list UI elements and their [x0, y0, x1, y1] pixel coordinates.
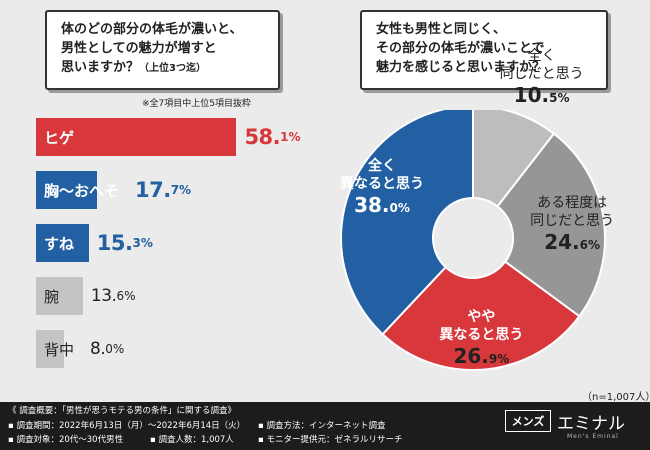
- footer-method: ▪ 調査方法：インターネット調査: [258, 421, 386, 431]
- donut-slice-category: 異なると思う: [339, 176, 424, 193]
- donut-slice-category: 全く: [527, 47, 556, 64]
- donut-slice-category: 同じだと思う: [499, 65, 584, 82]
- donut-slice-category: 同じだと思う: [530, 212, 615, 229]
- donut-slice-label: ある程度は 同じだと思う 24.6%: [530, 194, 614, 257]
- donut-chart: [340, 110, 606, 371]
- right-question-line-1: 女性も男性と同じく、: [376, 22, 507, 37]
- sample-size-note: （n=1,007人）: [582, 392, 650, 403]
- donut-slice-label: 全く 同じだと思う 10.5%: [500, 47, 584, 110]
- donut-value-decimal: 6%: [579, 237, 601, 252]
- donut-slice-value: 24.6%: [530, 230, 614, 257]
- footer: 《 調査概要：「男性が思うモテる男の条件」に関する調査》 ▪ 調査期間：2022…: [0, 402, 650, 450]
- right-question-line-3: 魅力を感じると思いますか？: [376, 60, 546, 75]
- bar-value-decimal: 3%: [132, 236, 153, 250]
- donut-value-number: 26.: [453, 344, 489, 369]
- footer-provider: ▪ モニター提供元：ゼネラルリサーチ: [258, 435, 403, 445]
- bar-value-number: 8.: [90, 339, 106, 359]
- donut-slice: [340, 110, 474, 336]
- bar-category-label: 腕: [44, 287, 60, 306]
- left-question-line-3-main: 思いますか？: [61, 60, 140, 75]
- bar: 胸～おへそ: [36, 171, 119, 209]
- bar-category-label: すね: [44, 234, 75, 253]
- donut-value-number: 24.: [544, 229, 580, 254]
- donut-slice-category: ある程度は: [537, 194, 608, 211]
- bar: すね: [36, 224, 89, 262]
- bar-value-number: 17.: [135, 178, 171, 202]
- bar-value-label: 13. 6%: [91, 277, 136, 315]
- donut-slice-value: 26.9%: [439, 344, 523, 371]
- donut-value-number: 38.: [354, 193, 390, 218]
- bar-value-decimal: 1%: [280, 130, 301, 144]
- donut-slice-category: 異なると思う: [439, 327, 524, 344]
- bar: ヒゲ: [36, 118, 237, 156]
- bar-category-label: 胸～おへそ: [44, 181, 120, 200]
- bar: 腕: [36, 277, 83, 315]
- right-question-box: 女性も男性と同じく、 その部分の体毛が濃いことで 魅力を感じると思いますか？: [360, 10, 608, 90]
- bar-value-decimal: 7%: [170, 183, 192, 197]
- bar-value-decimal: 0%: [105, 342, 125, 356]
- donut-slice-label: 全く 異なると思う 38.0%: [340, 157, 424, 220]
- left-question-line-2: 男性としての魅力が増すと: [61, 41, 217, 56]
- footer-period: ▪ 調査期間：2022年6月13日（月）～2022年6月14日（火）: [8, 421, 246, 431]
- logo-box-text: メンズ: [505, 410, 551, 432]
- donut-slice-value: 38.0%: [340, 193, 424, 220]
- bar: 背中: [36, 330, 74, 368]
- bar-value-label: 15. 3%: [97, 224, 153, 262]
- bar-value-number: 13.: [90, 286, 117, 306]
- bar-value-label: 8. 0%: [90, 330, 124, 368]
- donut-slice: [381, 260, 581, 371]
- infographic: 体のどの部分の体毛が濃いと、 男性としての魅力が増すと 思いますか？（上位3つ迄…: [36, 10, 650, 403]
- donut-slice-label: やや 異なると思う 26.9%: [439, 308, 523, 371]
- logo-sub-text: Men's Eminal: [567, 433, 619, 440]
- bar-value-label: 58. 1%: [244, 118, 300, 156]
- donut-slice-category: やや: [467, 309, 496, 326]
- bar-value-number: 58.: [244, 125, 281, 149]
- donut-slice-category: 全く: [367, 158, 396, 175]
- donut-value-decimal: 9%: [488, 352, 510, 367]
- donut-value-decimal: 0%: [389, 201, 410, 216]
- left-question-line-1: 体のどの部分の体毛が濃いと、: [61, 22, 243, 37]
- left-question-box: 体のどの部分の体毛が濃いと、 男性としての魅力が増すと 思いますか？（上位3つ迄…: [45, 10, 280, 90]
- bar-value-label: 17. 7%: [135, 171, 191, 209]
- donut-value-number: 10.: [513, 82, 550, 107]
- bar-value-decimal: 6%: [116, 289, 136, 303]
- donut-slice-value: 10.5%: [500, 83, 584, 110]
- bar-value-number: 15.: [96, 231, 133, 255]
- footer-title: 《 調査概要：「男性が思うモテる男の条件」に関する調査》: [8, 406, 236, 416]
- footer-count: ▪ 調査人数：1,007人: [150, 435, 234, 445]
- left-question-line-3-note: （上位3つ迄）: [139, 63, 206, 74]
- donut-value-decimal: 5%: [549, 90, 570, 105]
- donut-slice: [496, 132, 606, 318]
- left-note: ※全7項目中上位5項目抜粋: [142, 99, 251, 109]
- bar-category-label: ヒゲ: [44, 128, 75, 147]
- brand-logo: メンズ エミナル Men's Eminal: [497, 406, 643, 446]
- left-question-line-3: 思いますか？（上位3つ迄）: [61, 58, 264, 78]
- logo-main-text: エミナル: [557, 414, 625, 434]
- right-question-line-2: その部分の体毛が濃いことで: [376, 41, 545, 56]
- footer-target: ▪ 調査対象：20代～30代男性: [8, 435, 124, 445]
- bar-category-label: 背中: [44, 340, 75, 359]
